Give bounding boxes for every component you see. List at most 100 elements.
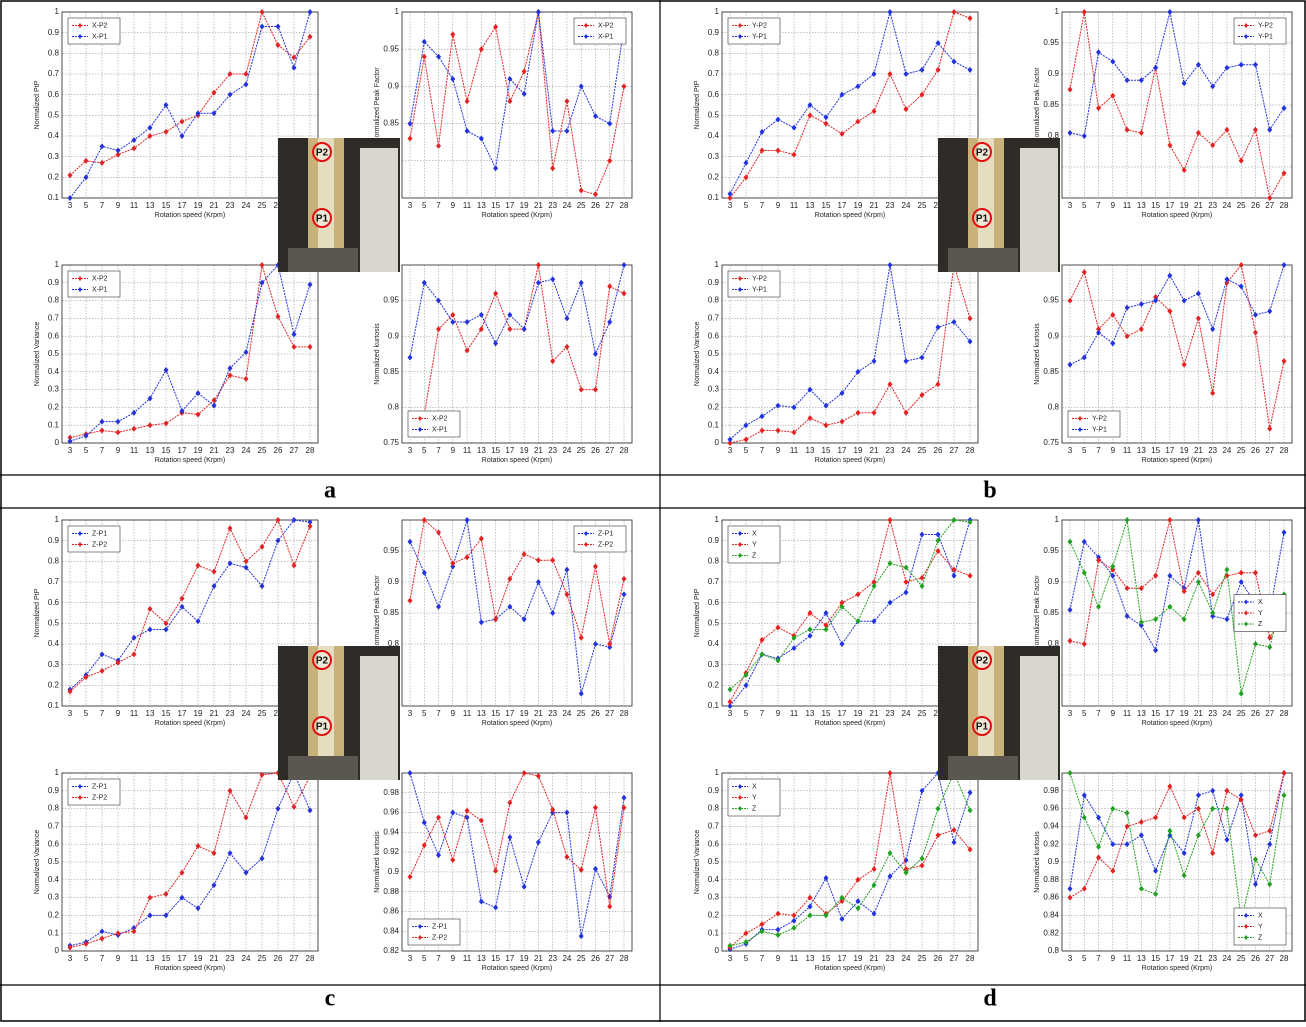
axes-frame: [61, 772, 319, 952]
y-tick-label: 0.8: [1048, 403, 1060, 412]
data-point: [1153, 891, 1159, 898]
x-tick-label: 7: [1096, 446, 1101, 455]
data-point: [1267, 827, 1273, 834]
y-axis-label: Normalized PtP: [34, 588, 41, 637]
series-line: [409, 519, 625, 694]
data-point: [291, 562, 297, 569]
data-point: [83, 940, 89, 947]
data-point: [275, 517, 281, 523]
y-tick-label: 0.94: [1043, 822, 1059, 831]
x-tick-label: 15: [491, 709, 500, 718]
data-point: [887, 873, 893, 880]
data-point: [147, 894, 153, 901]
data-point: [1224, 276, 1230, 283]
data-point: [521, 883, 527, 890]
data-point: [1167, 783, 1173, 790]
data-point: [259, 583, 265, 590]
legend-box: [727, 270, 781, 298]
y-tick-label: 0.4: [708, 639, 720, 648]
x-tick-label: 17: [178, 709, 187, 718]
series-line: [69, 772, 311, 948]
data-point: [1096, 603, 1102, 610]
x-tick-label: 26: [934, 954, 943, 963]
data-point: [743, 174, 749, 181]
x-tick-label: 3: [1068, 201, 1073, 210]
x-tick-label: 15: [162, 201, 171, 210]
legend-box: [67, 525, 121, 553]
data-point: [464, 807, 470, 814]
data-point: [951, 826, 957, 833]
x-tick-label: 17: [1165, 201, 1174, 210]
x-tick-label: 27: [1265, 201, 1274, 210]
x-tick-label: 9: [776, 201, 781, 210]
legend-label: Z-P2: [92, 794, 107, 801]
x-tick-label: 15: [822, 954, 831, 963]
x-tick-label: 28: [306, 954, 315, 963]
x-tick-label: 15: [162, 446, 171, 455]
data-point: [1124, 517, 1130, 523]
data-point: [775, 910, 781, 917]
y-tick-label: 0.3: [708, 152, 720, 161]
x-axis-label: Rotation speed (Krpm): [815, 457, 885, 464]
legend-marker: [738, 806, 742, 811]
x-tick-label: 21: [1194, 709, 1203, 718]
data-point: [1252, 881, 1258, 888]
data-point: [83, 432, 89, 439]
x-tick-label: 28: [966, 954, 975, 963]
data-point: [855, 83, 861, 90]
data-point: [839, 603, 845, 610]
data-point: [791, 917, 797, 924]
data-point: [791, 645, 797, 652]
data-point: [1081, 885, 1087, 892]
legend: XYZ: [1233, 907, 1287, 946]
data-point: [823, 402, 829, 409]
x-tick-label: 26: [591, 954, 600, 963]
axes-frame: [1061, 519, 1293, 707]
y-tick-label: 0.85: [1043, 367, 1059, 376]
data-point: [578, 866, 584, 873]
data-point: [1195, 569, 1201, 576]
data-point: [1081, 269, 1087, 276]
data-point: [1281, 170, 1287, 177]
y-tick-label: 0.2: [708, 911, 720, 920]
data-point: [1081, 354, 1087, 361]
x-tick-label: 26: [1251, 201, 1260, 210]
data-point: [1195, 290, 1201, 297]
y-tick-label: 0.8: [708, 556, 720, 565]
data-point: [115, 659, 121, 666]
legend-label: X-P1: [92, 286, 108, 293]
series-line: [409, 11, 625, 170]
data-point: [1210, 787, 1216, 794]
x-tick-label: 15: [491, 201, 500, 210]
data-point: [550, 128, 556, 135]
data-point: [450, 857, 456, 864]
axes-frame: [61, 519, 319, 707]
x-tick-label: 25: [258, 954, 267, 963]
data-point: [759, 427, 765, 434]
x-axis-label: Rotation speed (Krpm): [482, 457, 552, 464]
data-point: [1138, 832, 1144, 839]
data-point: [83, 174, 89, 181]
data-point: [464, 517, 470, 523]
legend-marker: [738, 276, 742, 281]
data-point: [887, 770, 893, 776]
data-point: [935, 324, 941, 331]
y-tick-label: 0.3: [48, 385, 60, 394]
x-tick-label: 7: [436, 954, 441, 963]
y-tick-label: 0.6: [48, 598, 60, 607]
y-tick-label: 0.95: [383, 296, 399, 305]
data-point: [1124, 841, 1130, 848]
data-point: [1096, 843, 1102, 850]
data-point: [621, 804, 627, 811]
data-point: [99, 935, 105, 942]
data-point: [307, 343, 313, 350]
axes-frame: [721, 11, 979, 199]
legend-marker: [738, 795, 742, 800]
data-point: [195, 618, 201, 625]
y-tick-label: 0.1: [708, 928, 720, 937]
y-tick-label: 0.9: [48, 786, 60, 795]
y-tick-label: 0.7: [708, 822, 720, 831]
y-tick-label: 0: [715, 438, 720, 447]
x-tick-label: 7: [1096, 709, 1101, 718]
x-tick-label: 28: [306, 446, 315, 455]
